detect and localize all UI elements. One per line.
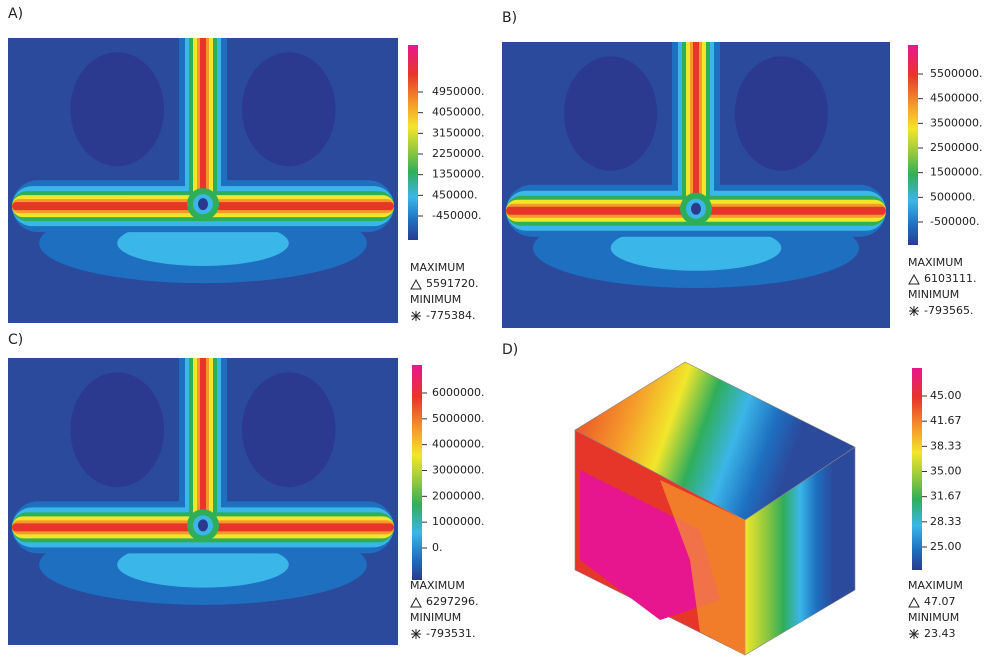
min-icon [909,306,919,316]
min-label: MINIMUM [410,293,461,306]
hot-region [580,470,720,620]
cube-plot [574,361,856,656]
stem [200,38,206,207]
panel-label: B) [502,10,517,26]
colorbar-label: 1350000. [432,168,485,181]
colorbar-label: 31.67 [930,490,962,503]
colorbar-label: -500000. [930,215,979,228]
colorbar [908,45,918,245]
colorbar-label: 35.00 [930,465,962,478]
colorbar-label: 4500000. [930,92,983,105]
colorbar-label: 4050000. [432,106,485,119]
colorbar-label: 38.33 [930,439,962,452]
junction [198,519,208,532]
region [734,56,828,171]
max-icon [410,278,422,290]
max-value: 6297296. [426,595,479,608]
gradient-band [660,480,745,655]
min-value: 23.43 [924,627,956,640]
colorbar [412,365,422,580]
region [70,372,164,488]
contour-plot [8,38,398,323]
colorbar-label: 45.00 [930,389,962,402]
colorbar-label: 1000000. [432,515,485,528]
colorbar-label: 4950000. [432,85,485,98]
min-icon [411,311,421,321]
stem [693,42,699,211]
colorbar-label: 2500000. [930,141,983,154]
max-value: 47.07 [924,595,956,608]
min-value: -793565. [924,304,973,317]
max-label: MAXIMUM [908,256,963,269]
colorbar-label: 5000000. [432,412,485,425]
max-value: 6103111. [924,272,977,285]
max-label: MAXIMUM [410,579,465,592]
colorbar-label: 450000. [432,188,478,201]
min-icon [411,629,421,639]
min-value: -775384. [426,309,475,322]
contour-plot [502,42,890,328]
colorbar-label: 3000000. [432,464,485,477]
colorbar-label: -450000. [432,209,481,222]
colorbar-label: 0. [432,541,443,554]
region [70,52,164,167]
junction [691,202,701,215]
region [564,56,658,171]
colorbar-label: 1500000. [930,166,983,179]
max-label: MAXIMUM [908,579,963,592]
max-value: 5591720. [426,277,479,290]
region [241,372,336,488]
colorbar-label: 4000000. [432,438,485,451]
colorbar-label: 500000. [930,190,976,203]
region [241,52,336,167]
panel-label: D) [502,342,518,358]
min-label: MINIMUM [410,611,461,624]
max-icon [908,596,920,608]
colorbar-label: 28.33 [930,515,962,528]
colorbar-label: 3500000. [930,116,983,129]
colorbar-label: 2250000. [432,147,485,160]
max-icon [908,273,920,285]
colorbar [912,368,922,570]
colorbar-label: 41.67 [930,414,962,427]
colorbar-label: 5500000. [930,67,983,80]
colorbar-label: 2000000. [432,489,485,502]
min-icon [909,629,919,639]
colorbar-label: 6000000. [432,386,485,399]
colorbar-label: 25.00 [930,540,962,553]
stem [200,358,206,528]
contour-plot [8,358,398,645]
colorbar-label: 3150000. [432,126,485,139]
panel-label: A) [8,6,23,22]
min-value: -793531. [426,627,475,640]
max-icon [410,596,422,608]
panel-label: C) [8,332,23,348]
min-label: MINIMUM [908,288,959,301]
min-label: MINIMUM [908,611,959,624]
max-label: MAXIMUM [410,261,465,274]
junction [198,198,208,211]
colorbar [408,45,418,240]
